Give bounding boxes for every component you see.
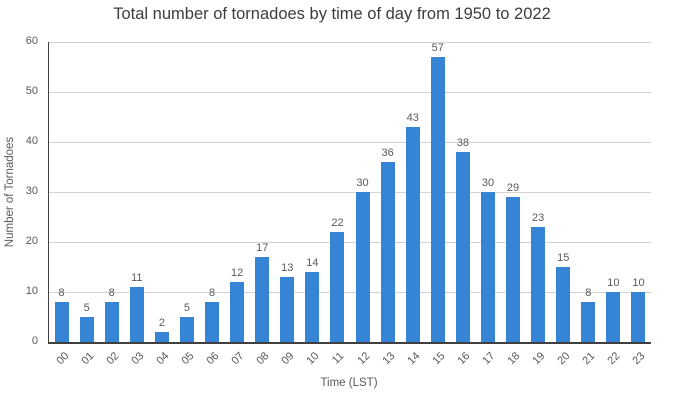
x-tick-label-14: 14 [405, 350, 423, 368]
bar-22 [606, 292, 621, 342]
gridline-y10 [49, 292, 651, 293]
bar-07 [230, 282, 245, 342]
bar-13 [380, 162, 395, 342]
bar-value-label-11: 22 [331, 217, 344, 229]
x-tick-label-08: 08 [254, 350, 272, 368]
bar-value-label-02: 8 [108, 287, 115, 299]
x-tick-label-19: 19 [530, 350, 548, 368]
bar-value-label-18: 29 [506, 182, 520, 194]
x-axis-title: Time (LST) [320, 377, 378, 389]
x-tick-label-10: 10 [304, 350, 322, 368]
x-tick-label-15: 15 [430, 350, 448, 368]
bar-00 [54, 302, 69, 342]
bar-value-label-03: 11 [131, 272, 143, 284]
y-tick-label-50: 50 [25, 85, 38, 97]
bar-value-label-17: 30 [481, 177, 495, 189]
bar-value-label-00: 8 [58, 287, 65, 299]
y-tick-label-60: 60 [25, 35, 38, 47]
bar-value-label-16: 38 [456, 137, 469, 149]
y-tick-label-30: 30 [25, 185, 38, 197]
x-tick-label-02: 02 [104, 350, 122, 368]
bar-value-label-08: 17 [256, 242, 269, 254]
y-tick-label-40: 40 [25, 135, 38, 147]
bar-18 [506, 197, 521, 342]
bar-10 [305, 272, 320, 342]
bar-12 [355, 192, 370, 342]
gridline-y60 [49, 42, 651, 43]
bar-03 [129, 287, 144, 342]
bar-16 [455, 152, 470, 342]
chart-title: Total number of tornadoes by time of day… [113, 5, 551, 23]
y-tick-label-10: 10 [25, 285, 38, 297]
x-tick-label-07: 07 [229, 350, 247, 368]
bar-11 [330, 232, 345, 342]
bar-value-label-04: 2 [158, 317, 165, 329]
x-tick-label-04: 04 [154, 350, 172, 368]
x-tick-label-23: 23 [630, 350, 648, 368]
bar-02 [104, 302, 119, 342]
x-tick-label-09: 09 [279, 350, 297, 368]
x-tick-label-16: 16 [455, 350, 473, 368]
bar-value-label-12: 30 [356, 177, 369, 189]
bar-23 [631, 292, 646, 342]
bar-20 [556, 267, 571, 342]
bar-value-label-20: 15 [557, 252, 570, 264]
bar-value-label-13: 36 [381, 147, 394, 159]
bar-value-label-22: 10 [607, 277, 620, 289]
bar-value-label-06: 8 [208, 287, 216, 299]
x-tick-label-05: 05 [179, 350, 197, 368]
bar-14 [405, 127, 420, 342]
gridline-y20 [49, 242, 651, 243]
bar-value-label-10: 14 [306, 257, 319, 269]
x-tick-label-01: 01 [78, 350, 97, 368]
bar-value-label-01: 5 [83, 302, 90, 314]
gridline-y50 [49, 92, 651, 93]
bar-value-label-07: 12 [231, 267, 244, 279]
bar-19 [531, 227, 546, 342]
x-tick-label-18: 18 [505, 350, 523, 368]
bar-value-label-15: 57 [431, 42, 444, 54]
bar-06 [205, 302, 220, 342]
bar-value-label-21: 8 [585, 287, 592, 299]
x-tick-label-21: 21 [580, 350, 598, 368]
bar-01 [79, 317, 94, 342]
x-tick-label-11: 11 [330, 350, 347, 367]
bar-value-label-14: 43 [406, 112, 419, 124]
bar-value-label-09: 13 [281, 262, 294, 274]
bar-21 [581, 302, 596, 342]
bar-value-label-23: 10 [632, 277, 645, 289]
y-tick-label-0: 0 [31, 335, 38, 347]
bar-value-label-19: 23 [532, 212, 545, 224]
bar-value-label-05: 5 [183, 302, 191, 314]
bar-08 [255, 257, 270, 342]
x-tick-label-12: 12 [354, 350, 373, 368]
y-tick-label-20: 20 [25, 235, 38, 247]
x-tick-label-00: 00 [53, 350, 72, 368]
gridline-y30 [49, 192, 651, 193]
x-tick-label-13: 13 [379, 350, 398, 368]
bar-15 [430, 57, 445, 342]
x-tick-label-03: 03 [129, 350, 147, 368]
bar-05 [179, 317, 194, 342]
bar-17 [480, 192, 495, 342]
plot-area: 8 5 8 11 2 5 8 12 17 13 14 22 30 36 43 57 38 30 29 23 15 8 10 1… [48, 42, 651, 344]
gridline-y40 [49, 142, 651, 143]
bar-09 [280, 277, 295, 342]
x-tick-label-06: 06 [204, 350, 222, 368]
x-tick-label-20: 20 [555, 350, 573, 368]
x-tick-label-17: 17 [480, 350, 498, 368]
x-tick-label-22: 22 [605, 350, 623, 368]
bar-04 [154, 332, 169, 342]
